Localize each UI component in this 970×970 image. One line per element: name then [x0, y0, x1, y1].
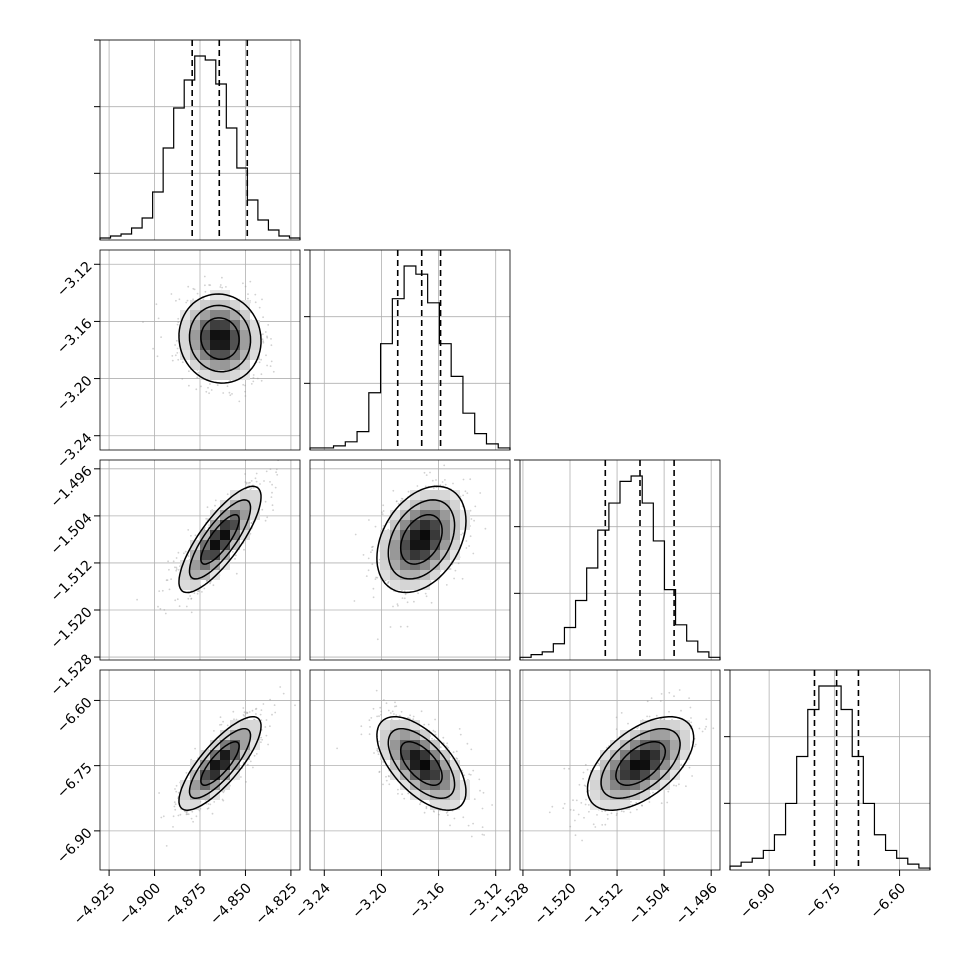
x-tick-label-3-1: −6.75	[802, 880, 844, 922]
y-tick-label-3-2: −6.60	[54, 695, 96, 737]
x-tick-label-2-4: −1.496	[673, 880, 721, 928]
contour-3-1-1	[387, 727, 456, 799]
x-tick-label-2-3: −1.504	[626, 880, 674, 928]
x-tick-label-1-0: −3.24	[292, 880, 334, 922]
hist-panel-0	[94, 39, 301, 241]
x-tick-label-0-1: −4.900	[116, 880, 164, 928]
panel-content-3-0	[100, 670, 300, 870]
x-tick-label-2-2: −1.512	[579, 880, 627, 928]
y-tick-label-2-2: −1.512	[48, 557, 96, 605]
tick-labels: −4.925−4.900−4.875−4.850−4.825−3.24 −3.20…	[48, 259, 909, 929]
contour-2-1-2	[376, 485, 467, 594]
contour-3-2-1	[600, 727, 681, 799]
y-tick-label-2-0: −1.528	[48, 651, 96, 699]
contour-3-0-0	[200, 740, 240, 786]
hist-frame-2	[519, 459, 721, 661]
x-tick-label-0-4: −4.825	[253, 880, 301, 928]
density-2-1	[380, 490, 470, 590]
contour-1-0-0	[200, 317, 240, 361]
y-tick-label-2-4: −1.496	[48, 463, 96, 511]
contour-1-0-2	[178, 293, 262, 384]
panel-frame-2-1	[309, 459, 511, 661]
y-tick-label-2-3: −1.504	[48, 510, 96, 558]
histogram-3	[729, 685, 931, 870]
contour-2-0-2	[178, 485, 262, 594]
density-2-0	[180, 490, 260, 590]
contour-3-1-2	[376, 716, 467, 811]
scatter-panel-3-1	[309, 669, 511, 876]
x-tick-label-3-0: −6.90	[737, 880, 779, 922]
density-3-2	[590, 720, 690, 810]
histogram-1	[309, 265, 511, 450]
panels-layer: −4.925−4.900−4.875−4.850−4.825−3.24 −3.20…	[48, 39, 931, 929]
y-tick-label-3-0: −6.90	[54, 825, 96, 867]
scatter-panel-1-0	[94, 249, 301, 451]
scatter-panel-3-2	[519, 669, 721, 876]
x-tick-label-0-3: −4.850	[207, 880, 255, 928]
scatter-panel-2-1	[309, 459, 511, 661]
panel-frame-3-2	[519, 669, 721, 871]
contour-3-0-2	[178, 716, 262, 811]
x-tick-label-1-2: −3.16	[407, 880, 449, 922]
x-tick-label-0-2: −4.875	[162, 880, 210, 928]
contour-3-1-0	[399, 740, 443, 786]
hist-frame-0	[99, 39, 301, 241]
histogram-0	[99, 55, 301, 240]
hist-panel-3	[724, 669, 931, 876]
contour-2-1-1	[387, 499, 456, 580]
y-tick-label-2-1: −1.520	[48, 604, 96, 652]
panel-content-2-1	[310, 460, 510, 660]
x-tick-label-0-0: −4.925	[71, 880, 119, 928]
panel-content-1-0	[100, 250, 300, 450]
contour-3-2-0	[615, 740, 667, 786]
y-tick-label-3-1: −6.75	[54, 760, 96, 802]
panel-content-3-1	[310, 670, 510, 870]
panel-frame-2-0	[99, 459, 301, 661]
panel-content-3-2	[520, 670, 720, 870]
histogram-2	[519, 475, 721, 660]
contour-3-2-2	[586, 716, 695, 811]
hist-frame-1	[309, 249, 511, 451]
density-3-1	[380, 720, 470, 810]
x-tick-label-2-1: −1.520	[532, 880, 580, 928]
panel-frame-3-1	[309, 669, 511, 871]
hist-panel-2	[514, 459, 721, 661]
panel-content-2-0	[100, 460, 300, 660]
y-tick-label-1-2: −3.16	[54, 316, 96, 358]
scatter-panel-3-0	[94, 669, 301, 876]
panel-frame-1-0	[99, 249, 301, 451]
scatter-panel-2-0	[94, 459, 301, 661]
hist-frame-3	[729, 669, 931, 871]
hist-panel-1	[304, 249, 511, 451]
y-tick-label-1-0: −3.24	[54, 430, 96, 472]
x-tick-label-1-1: −3.20	[349, 880, 391, 922]
y-tick-label-1-1: −3.20	[54, 373, 96, 415]
contour-1-0-1	[188, 304, 252, 373]
y-tick-label-1-3: −3.12	[54, 259, 96, 301]
contour-2-0-1	[188, 499, 252, 580]
contour-2-0-0	[200, 513, 240, 565]
x-tick-label-3-2: −6.60	[868, 880, 910, 922]
contour-3-0-1	[188, 727, 252, 799]
contour-2-1-0	[399, 513, 443, 565]
